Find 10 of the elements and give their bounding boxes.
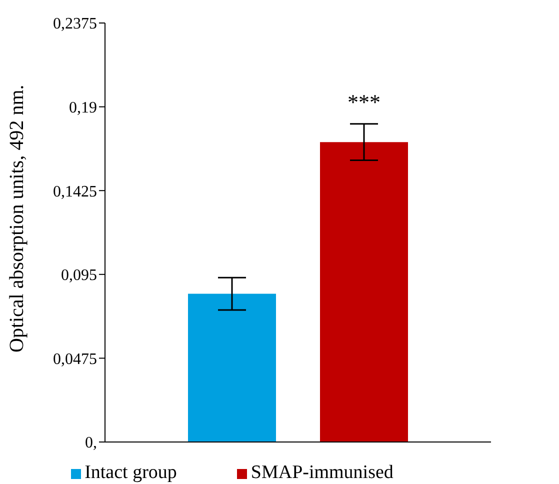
legend-label: Intact group — [84, 462, 177, 483]
annotation: *** — [348, 90, 380, 115]
y-axis-title: Optical absorption units, 492 nm. — [6, 84, 28, 352]
legend-label: SMAP-immunised — [250, 462, 394, 483]
y-tick-label: 0, — [85, 434, 97, 452]
y-tick-label: 0,0475 — [53, 350, 97, 368]
y-tick-label: 0,19 — [69, 99, 97, 116]
y-tick-label: 0,095 — [61, 267, 97, 284]
y-tick-label: 0,2375 — [53, 16, 97, 33]
y-tick-label: 0,1425 — [53, 183, 97, 200]
